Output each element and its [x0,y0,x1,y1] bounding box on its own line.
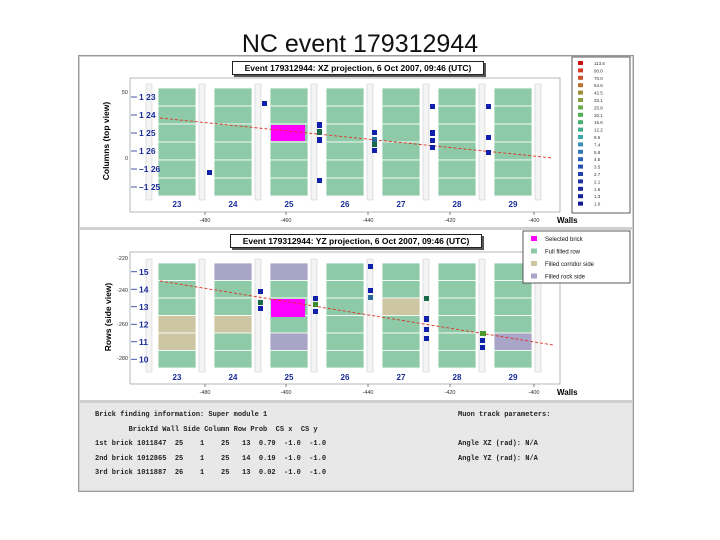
yz-y-axis-label: Rows (side view) [103,282,113,352]
page-title: NC event 179312944 [241,30,479,58]
xz-y-axis-label: Columns (top view) [101,101,111,181]
brick-info-columns: BrickId Wall Side Column Row Prob CS x C… [95,426,318,434]
muon-angle-yz: Angle YZ (rad): N/A [458,455,538,463]
muon-angle-xz: Angle XZ (rad): N/A [458,440,538,448]
yz-projection-panel [80,230,632,400]
yz-panel-title: Event 179312944: YZ projection, 6 Oct 20… [230,234,482,248]
brick-info-row-1: 1st brick 1011847 25 1 25 13 0.79 -1.0 -… [95,440,327,448]
xz-projection-panel [80,57,632,227]
brick-finding-info: Brick finding information: Super module … [80,403,632,490]
brick-info-row-3: 3rd brick 1011887 26 1 25 13 0.02 -1.0 -… [95,469,327,477]
brick-info-row-2: 2nd brick 1012865 25 1 25 14 0.19 -1.0 -… [95,455,327,463]
brick-info-heading: Brick finding information: Super module … [95,411,268,419]
muon-heading: Muon track parameters: [458,411,551,419]
xz-panel-title: Event 179312944: XZ projection, 6 Oct 20… [232,61,484,75]
